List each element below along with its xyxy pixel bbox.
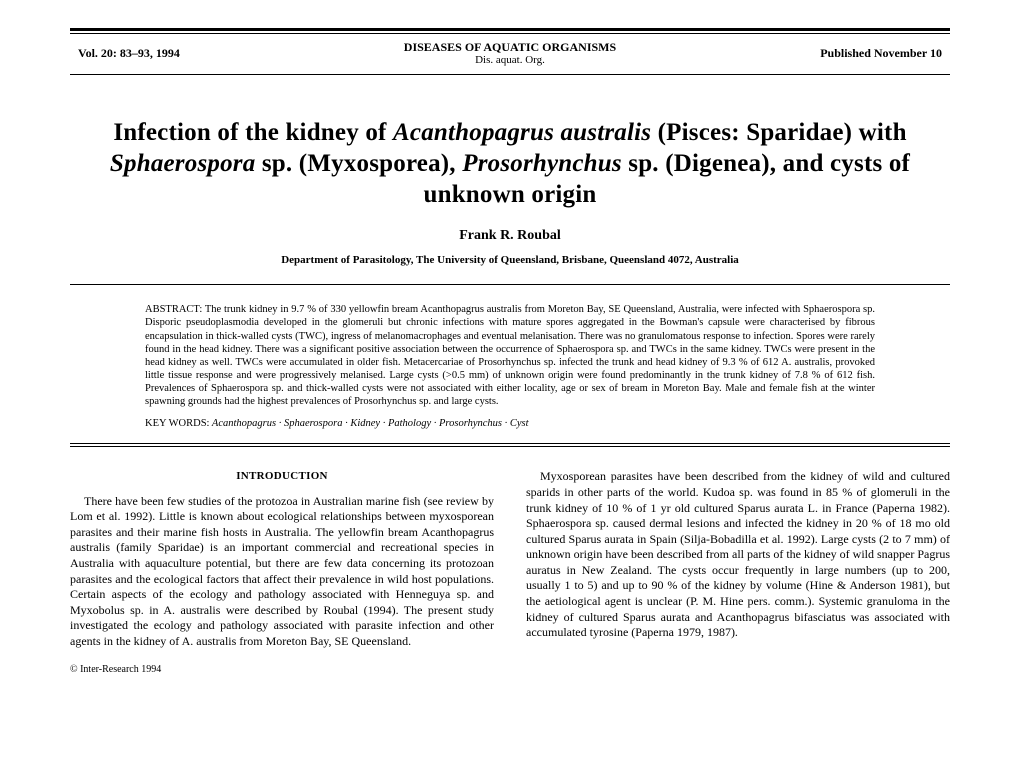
copyright-footer: © Inter-Research 1994 <box>70 664 950 675</box>
introduction-heading: INTRODUCTION <box>70 469 494 483</box>
separator-2 <box>70 443 950 444</box>
separator-1 <box>70 284 950 285</box>
title-italic-3: Prosorhynchus <box>462 150 622 177</box>
column-right: Myxosporean parasites have been describe… <box>526 469 950 649</box>
abstract: ABSTRACT: The trunk kidney in 9.7 % of 3… <box>145 303 875 408</box>
separator-3 <box>70 446 950 447</box>
body-columns: INTRODUCTION There have been few studies… <box>70 469 950 649</box>
keywords-text: Acanthopagrus · Sphaerospora · Kidney · … <box>209 418 528 429</box>
top-rule <box>70 28 950 31</box>
column-left: INTRODUCTION There have been few studies… <box>70 469 494 649</box>
keywords-label: KEY WORDS: <box>145 418 209 429</box>
title-text-3: sp. (Myxosporea), <box>255 150 462 177</box>
keywords-block: KEY WORDS: Acanthopagrus · Sphaerospora … <box>145 418 875 429</box>
publish-date: Published November 10 <box>702 46 942 61</box>
volume-info: Vol. 20: 83–93, 1994 <box>78 46 318 61</box>
intro-paragraph-left: There have been few studies of the proto… <box>70 494 494 650</box>
title-italic-1: Acanthopagrus australis <box>393 119 651 146</box>
title-text-2: (Pisces: Sparidae) with <box>651 119 906 146</box>
title-block: Infection of the kidney of Acanthopagrus… <box>100 117 920 267</box>
article-title: Infection of the kidney of Acanthopagrus… <box>100 117 920 211</box>
journal-title: DISEASES OF AQUATIC ORGANISMS <box>318 40 702 54</box>
title-italic-2: Sphaerospora <box>110 150 256 177</box>
title-text-1: Infection of the kidney of <box>113 119 393 146</box>
journal-abbrev: Dis. aquat. Org. <box>318 54 702 67</box>
journal-title-block: DISEASES OF AQUATIC ORGANISMS Dis. aquat… <box>318 40 702 68</box>
abstract-text: ABSTRACT: The trunk kidney in 9.7 % of 3… <box>145 304 875 407</box>
intro-paragraph-right: Myxosporean parasites have been describe… <box>526 469 950 641</box>
author: Frank R. Roubal <box>100 228 920 244</box>
affiliation: Department of Parasitology, The Universi… <box>100 254 920 266</box>
journal-header: Vol. 20: 83–93, 1994 DISEASES OF AQUATIC… <box>70 33 950 75</box>
